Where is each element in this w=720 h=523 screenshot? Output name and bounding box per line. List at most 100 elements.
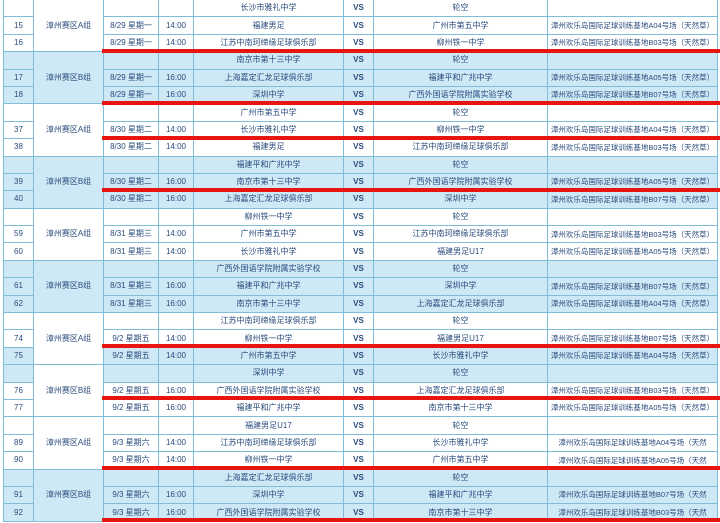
cell-away-team: 福建平和广兆中学 <box>373 485 548 505</box>
vs-label: VS <box>343 416 374 435</box>
cell-match-number <box>3 468 34 487</box>
cell-venue: 漳州欢乐岛国际足球训练基地B07号场（天然 <box>547 485 718 505</box>
cell-date: 8/29 星期一 <box>103 16 159 35</box>
cell-match-number: 16 <box>3 33 34 53</box>
cell-group-label: 漳州赛区A组 <box>33 207 104 261</box>
vs-label: VS <box>343 120 374 140</box>
cell-date: 8/31 星期三 <box>103 277 159 296</box>
cell-home-team: 广州市第五中学 <box>193 346 344 366</box>
cell-match-number: 59 <box>3 225 34 244</box>
cell-match-number: 91 <box>3 485 34 505</box>
cell-venue <box>547 312 718 331</box>
cell-match-number: 92 <box>3 503 34 522</box>
cell-date <box>103 312 159 331</box>
cell-time: 14:00 <box>158 225 194 244</box>
schedule-body: 漳州赛区A组 长沙市雅礼中学 VS 轮空 15 8/29 星期一 14:00 福建男足 VS 广州… <box>3 0 718 522</box>
cell-away-team: 轮空 <box>373 416 548 435</box>
vs-label: VS <box>343 16 374 35</box>
cell-date: 9/3 星期六 <box>103 485 159 505</box>
vs-label: VS <box>343 85 374 105</box>
cell-venue <box>547 364 718 383</box>
cell-group-label: 漳州赛区A组 <box>33 312 104 366</box>
match-row: 91 9/3 星期六 16:00 深圳中学 VS 福建平和广兆中学 漳州欢乐岛国际足球训练基… <box>3 485 718 505</box>
bye-row: 漳州赛区A组 江苏中南珂缔缘足球俱乐部 VS 轮空 <box>3 312 718 366</box>
vs-label: VS <box>343 225 374 244</box>
cell-venue: 漳州欢乐岛国际足球训练基地B07号场（天然草） <box>547 329 718 348</box>
vs-label: VS <box>343 485 374 505</box>
cell-venue: 漳州欢乐岛国际足球训练基地A04号场（天然草） <box>547 294 718 314</box>
cell-date <box>103 0 159 18</box>
cell-home-team: 柳州铁一中学 <box>193 329 344 348</box>
vs-label: VS <box>343 103 374 122</box>
cell-away-team: 柳州铁一中学 <box>373 33 548 53</box>
cell-venue <box>547 416 718 435</box>
cell-time: 14:00 <box>158 242 194 261</box>
cell-home-team: 广西外国语学院附属实验学校 <box>193 259 344 279</box>
cell-match-number: 90 <box>3 451 34 470</box>
vs-label: VS <box>343 51 374 70</box>
bye-row: 漳州赛区B组 南京市第十三中学 VS 轮空 <box>3 51 718 105</box>
cell-time <box>158 364 194 383</box>
cell-time <box>158 0 194 18</box>
cell-time: 16:00 <box>158 503 194 522</box>
cell-date: 8/29 星期一 <box>103 33 159 53</box>
cell-match-number <box>3 0 34 18</box>
vs-label: VS <box>343 190 374 209</box>
cell-away-team: 轮空 <box>373 468 548 487</box>
cell-venue <box>547 207 718 227</box>
cell-home-team: 江苏中南珂缔缘足球俱乐部 <box>193 433 344 453</box>
cell-time: 14:00 <box>158 433 194 453</box>
cell-time <box>158 103 194 122</box>
match-row: 89 9/3 星期六 14:00 江苏中南珂缔缘足球俱乐部 VS 长沙市雅礼中学 漳州欢乐岛… <box>3 433 718 453</box>
cell-away-team: 轮空 <box>373 103 548 122</box>
cell-time: 16:00 <box>158 485 194 505</box>
vs-label: VS <box>343 242 374 261</box>
bye-row: 漳州赛区A组 福建男足U17 VS 轮空 <box>3 416 718 470</box>
cell-away-team: 轮空 <box>373 155 548 174</box>
cell-away-team: 江苏中南珂缔缘足球俱乐部 <box>373 225 548 244</box>
cell-away-team: 长沙市雅礼中学 <box>373 433 548 453</box>
cell-time <box>158 312 194 331</box>
vs-label: VS <box>343 0 374 18</box>
cell-time: 14:00 <box>158 138 194 157</box>
match-row: 92 9/3 星期六 16:00 广西外国语学院附属实验学校 VS 南京市第十三中学 漳州欢… <box>3 503 718 522</box>
cell-away-team: 福建平和广兆中学 <box>373 68 548 87</box>
cell-date <box>103 207 159 227</box>
cell-group-label: 漳州赛区B组 <box>33 468 104 522</box>
cell-match-number: 40 <box>3 190 34 209</box>
cell-date <box>103 468 159 487</box>
red-highlight-line <box>102 344 720 349</box>
match-row: 15 8/29 星期一 14:00 福建男足 VS 广州市第五中学 漳州欢乐岛国际足球训练基… <box>3 16 718 35</box>
match-row: 38 8/30 星期二 14:00 福建男足 VS 江苏中南珂缔缘足球俱乐部 漳州欢乐岛国际… <box>3 138 718 157</box>
cell-home-team: 广州市第五中学 <box>193 103 344 122</box>
cell-date: 9/3 星期六 <box>103 433 159 453</box>
cell-home-team: 上海嘉定汇龙足球俱乐部 <box>193 468 344 487</box>
match-row: 60 8/31 星期三 14:00 长沙市雅礼中学 VS 福建男足U17 漳州欢乐岛国际足球… <box>3 242 718 261</box>
cell-match-number <box>3 207 34 227</box>
cell-time <box>158 207 194 227</box>
cell-date <box>103 103 159 122</box>
bye-row: 漳州赛区B组 广西外国语学院附属实验学校 VS 轮空 <box>3 259 718 314</box>
cell-home-team: 江苏中南珂缔缘足球俱乐部 <box>193 312 344 331</box>
cell-match-number: 17 <box>3 68 34 87</box>
cell-group-label: 漳州赛区B组 <box>33 155 104 209</box>
vs-label: VS <box>343 468 374 487</box>
cell-venue <box>547 103 718 122</box>
cell-venue: 漳州欢乐岛国际足球训练基地B07号场（天然草） <box>547 190 718 209</box>
bye-row: 漳州赛区B组 福建平和广兆中学 VS 轮空 <box>3 155 718 209</box>
cell-date: 9/2 星期五 <box>103 398 159 418</box>
cell-away-team: 江苏中南珂缔缘足球俱乐部 <box>373 138 548 157</box>
cell-venue <box>547 0 718 18</box>
match-row: 59 8/31 星期三 14:00 广州市第五中学 VS 江苏中南珂缔缘足球俱乐部 漳州欢乐… <box>3 225 718 244</box>
bye-row: 漳州赛区A组 广州市第五中学 VS 轮空 <box>3 103 718 157</box>
cell-match-number: 18 <box>3 85 34 105</box>
vs-label: VS <box>343 277 374 296</box>
cell-time: 16:00 <box>158 172 194 192</box>
match-row: 74 9/2 星期五 14:00 柳州铁一中学 VS 福建男足U17 漳州欢乐岛国际足球训练… <box>3 329 718 348</box>
cell-date <box>103 416 159 435</box>
cell-home-team: 福建男足U17 <box>193 416 344 435</box>
cell-venue: 漳州欢乐岛国际足球训练基地B03号场（天然草） <box>547 225 718 244</box>
cell-group-label: 漳州赛区B组 <box>33 51 104 105</box>
cell-venue: 漳州欢乐岛国际足球训练基地B03号场（天然草） <box>547 138 718 157</box>
cell-time: 16:00 <box>158 190 194 209</box>
